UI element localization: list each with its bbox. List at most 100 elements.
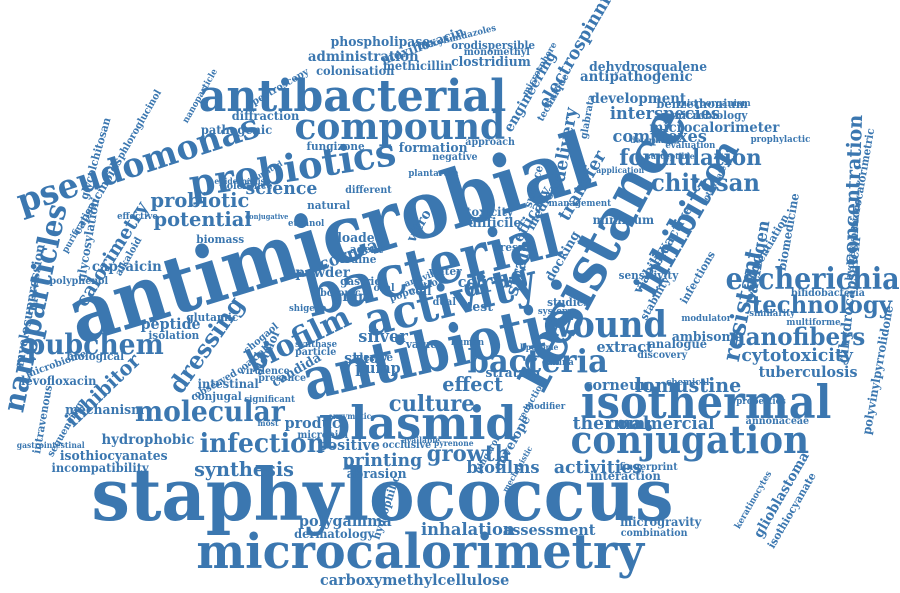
cloud-word: escherichia [725,262,900,297]
cloud-word: hydrophobic [101,432,195,448]
cloud-word: boronic [319,288,361,299]
cloud-word: susceptible [645,151,695,161]
cloud-word: carboxymethylcellulose [319,570,509,589]
cloud-word: effective [116,211,158,222]
cloud-word: studies [547,295,590,309]
cloud-word: natural [306,198,350,212]
cloud-word: modifier [525,401,566,412]
cloud-word: phospholipase [330,34,430,50]
cloud-word: significant [243,394,295,405]
cloud-word: sensitivity [618,268,678,282]
cloud-word: oral [373,283,395,294]
cloud-word: molecular [134,395,285,428]
cloud-word: polygamma [298,511,392,530]
cloud-word: corneum [583,375,655,394]
cloud-word: minimum [592,213,654,227]
cloud-word: printing [342,450,422,471]
cloud-word: pathogenic [200,123,272,137]
cloud-word: dual [432,297,456,308]
cloud-word: chitosan [650,168,760,197]
cloud-word: microbial [296,430,348,441]
cloud-word: agent [349,242,383,256]
cloud-word: study [343,348,387,367]
cloud-word: formulation [618,145,762,171]
cloud-word: canina [541,357,574,368]
cloud-word: wound [543,304,667,346]
cloud-word: compound [294,106,506,148]
cloud-word: culture [388,391,475,417]
cloud-word: polyphenol [49,276,109,287]
cloud-word: fingerprint [619,462,678,473]
cloud-word: lomustine [634,373,742,397]
cloud-word: growth [426,441,510,467]
cloud-word: loaded [337,230,384,246]
cloud-word: glabrata [578,93,597,140]
cloud-word: stratum [485,365,541,381]
cloud-word: available [402,435,440,445]
cloud-word: interaction [589,469,661,483]
cloud-word: antibacterial [198,71,506,122]
cloud-word: negative [432,152,478,163]
cloud-word: science [244,178,317,199]
cloud-word: conjugation [570,417,810,462]
cloud-word: fungizone [306,139,365,153]
cloud-word: pyrenone [434,438,474,448]
cloud-word: coli [457,272,487,291]
cloud-word: biomass [196,232,245,246]
cloud-word: dehydrosqualene [589,59,708,75]
cloud-word: activities [553,457,642,478]
cloud-word: pubchem [26,328,164,361]
cloud-word: ethanol [287,218,325,229]
cloud-word: test [466,299,493,315]
cloud-word: properties [736,396,786,407]
cloud-word: complexes [611,126,707,147]
cloud-word: thermal [572,413,650,434]
cloud-word: benzethonium [656,97,748,111]
cloud-word: extract [595,337,653,356]
cloud-word: nanofibers [728,322,866,351]
cloud-word: tolerance [221,181,273,192]
cloud-word: synthase [295,339,338,350]
cloud-word: microcalorimeter [648,120,779,136]
cloud-word: conjugative [245,211,289,221]
cloud-word: dermatology [294,527,375,541]
cloud-word: administration [307,49,419,65]
cloud-word: plantarum [407,168,459,179]
cloud-word: probiotic [150,188,250,212]
cloud-word: analogue [648,337,708,351]
cloud-word: isolation [148,328,200,342]
cloud-word: inhalation [420,519,515,540]
cloud-word: result [499,240,535,254]
cloud-word: isothiocyanates [59,448,168,464]
cloud-word: prophylactic [750,134,810,145]
cloud-word: annonaceae [745,416,809,427]
cloud-word: staphylococcus [90,452,673,537]
cloud-word: peptide [140,314,201,333]
cloud-word: iodine [339,252,377,266]
cloud-word: orodispersible [451,38,536,52]
cloud-word: biofilms [466,457,540,478]
cloud-word: synthesis [194,457,294,481]
cloud-word: presence [258,373,307,384]
cloud-word: microorganism [677,98,751,109]
cloud-word: glutamic [185,310,238,324]
cloud-word: shigella [288,303,327,314]
cloud-word: bifidobacteria [790,288,865,299]
cloud-word: enzymatic [327,411,371,421]
cloud-word: toxicity [466,205,514,219]
cloud-word: multiforme [785,317,841,328]
cloud-word: technology [751,290,893,319]
cloud-word: chemical [665,377,709,388]
cloud-word: gastric [339,274,381,288]
cloud-word: particle [294,347,336,358]
cloud-word: colonisation [315,64,394,78]
cloud-word: polyvinylpyrrolidone [859,304,897,436]
cloud-word: effect [441,372,503,396]
cloud-word: virulence [240,366,290,377]
cloud-word: capsaicin [91,259,162,275]
cloud-word: development [590,91,686,107]
cloud-word: incompatibility [51,461,149,475]
cloud-word: occlusive [382,440,432,451]
cloud-word: bacteria [467,342,608,380]
